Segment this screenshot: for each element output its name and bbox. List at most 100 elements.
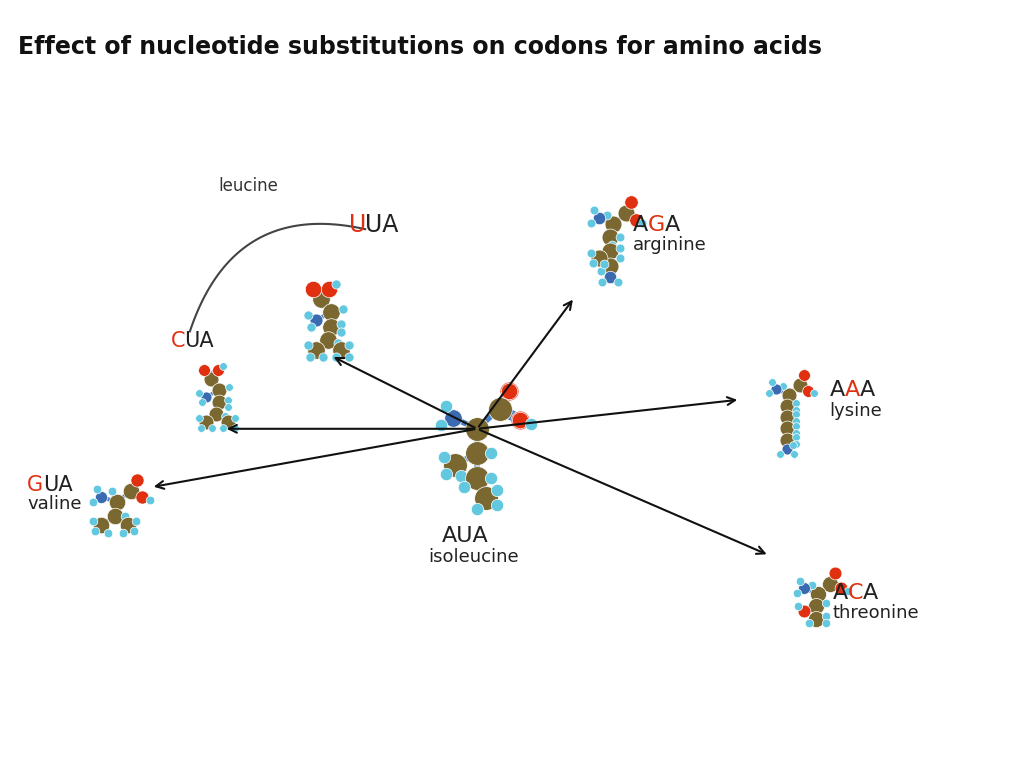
Point xyxy=(437,468,454,480)
Point xyxy=(323,321,339,333)
Point xyxy=(308,344,325,356)
Point xyxy=(199,391,215,403)
Point xyxy=(126,525,142,538)
Point xyxy=(216,410,232,422)
Point xyxy=(226,412,243,424)
Point xyxy=(301,350,317,362)
Text: leucine: leucine xyxy=(218,177,279,195)
Text: A: A xyxy=(633,214,648,234)
Point xyxy=(822,578,839,590)
Point xyxy=(87,525,103,538)
Point xyxy=(591,252,607,264)
Point xyxy=(596,258,612,270)
Point xyxy=(215,422,231,434)
Point xyxy=(586,204,602,216)
Point xyxy=(478,492,495,505)
Point xyxy=(303,321,319,333)
Point xyxy=(779,422,796,435)
Point xyxy=(129,474,145,486)
Text: UA: UA xyxy=(366,213,398,237)
Point xyxy=(792,379,808,391)
Point xyxy=(85,515,101,527)
Point xyxy=(221,381,238,393)
Point xyxy=(215,360,231,372)
Point xyxy=(806,387,822,399)
Text: G: G xyxy=(28,475,43,495)
Point xyxy=(611,242,628,254)
Point xyxy=(313,293,330,305)
Point xyxy=(93,519,110,531)
Text: A: A xyxy=(845,380,860,400)
Point xyxy=(191,412,208,424)
Point xyxy=(333,344,349,356)
Text: U: U xyxy=(348,213,366,237)
Point xyxy=(99,527,116,539)
Point xyxy=(522,418,539,430)
Text: lysine: lysine xyxy=(829,402,883,419)
Point xyxy=(469,447,485,459)
Text: C: C xyxy=(848,583,863,603)
Point xyxy=(611,231,628,243)
Point xyxy=(117,510,133,522)
Point xyxy=(512,414,528,426)
Point xyxy=(787,419,804,432)
Point xyxy=(796,369,812,381)
Point xyxy=(108,510,124,522)
Text: arginine: arginine xyxy=(633,236,707,254)
Point xyxy=(482,447,499,459)
Point xyxy=(469,472,485,484)
Point xyxy=(796,605,812,617)
Point xyxy=(85,495,101,508)
Point xyxy=(333,326,349,338)
Point xyxy=(787,415,804,428)
Point xyxy=(219,401,236,413)
Point xyxy=(605,218,622,230)
Point xyxy=(602,245,618,257)
Point xyxy=(784,439,801,452)
Point xyxy=(810,588,826,601)
Point xyxy=(817,610,834,622)
Point xyxy=(779,411,796,423)
Point xyxy=(104,485,121,497)
Point xyxy=(610,276,627,288)
Text: C: C xyxy=(170,332,185,352)
Point xyxy=(330,337,346,349)
Point xyxy=(623,196,639,208)
Point xyxy=(115,527,131,539)
Point xyxy=(305,283,322,295)
Point xyxy=(322,283,338,295)
Text: AUA: AUA xyxy=(441,526,488,546)
Point xyxy=(341,339,357,351)
Point xyxy=(787,426,804,439)
Point xyxy=(618,207,635,219)
Point xyxy=(444,412,461,424)
Point xyxy=(193,422,209,434)
Point xyxy=(109,495,125,508)
Text: isoleucine: isoleucine xyxy=(428,548,519,565)
Point xyxy=(454,470,470,482)
Point xyxy=(634,217,650,229)
Point xyxy=(764,376,780,389)
Point xyxy=(300,339,316,351)
Point xyxy=(602,260,618,272)
Point xyxy=(456,481,472,493)
Point xyxy=(817,617,834,629)
Point xyxy=(826,567,843,579)
Point xyxy=(314,350,331,362)
Point xyxy=(602,271,618,283)
Point xyxy=(611,252,628,264)
Point xyxy=(772,448,788,460)
Point xyxy=(593,257,609,269)
Point xyxy=(800,384,816,396)
Point xyxy=(323,306,339,318)
Text: UA: UA xyxy=(43,475,73,495)
Text: Effect of nucleotide substitutions on codons for amino acids: Effect of nucleotide substitutions on co… xyxy=(17,35,821,59)
Point xyxy=(808,613,824,625)
Point xyxy=(328,278,344,290)
Point xyxy=(787,397,804,409)
Point xyxy=(469,503,485,515)
Point xyxy=(787,438,804,450)
Point xyxy=(796,582,812,594)
Point xyxy=(211,384,227,396)
Point xyxy=(482,472,499,484)
